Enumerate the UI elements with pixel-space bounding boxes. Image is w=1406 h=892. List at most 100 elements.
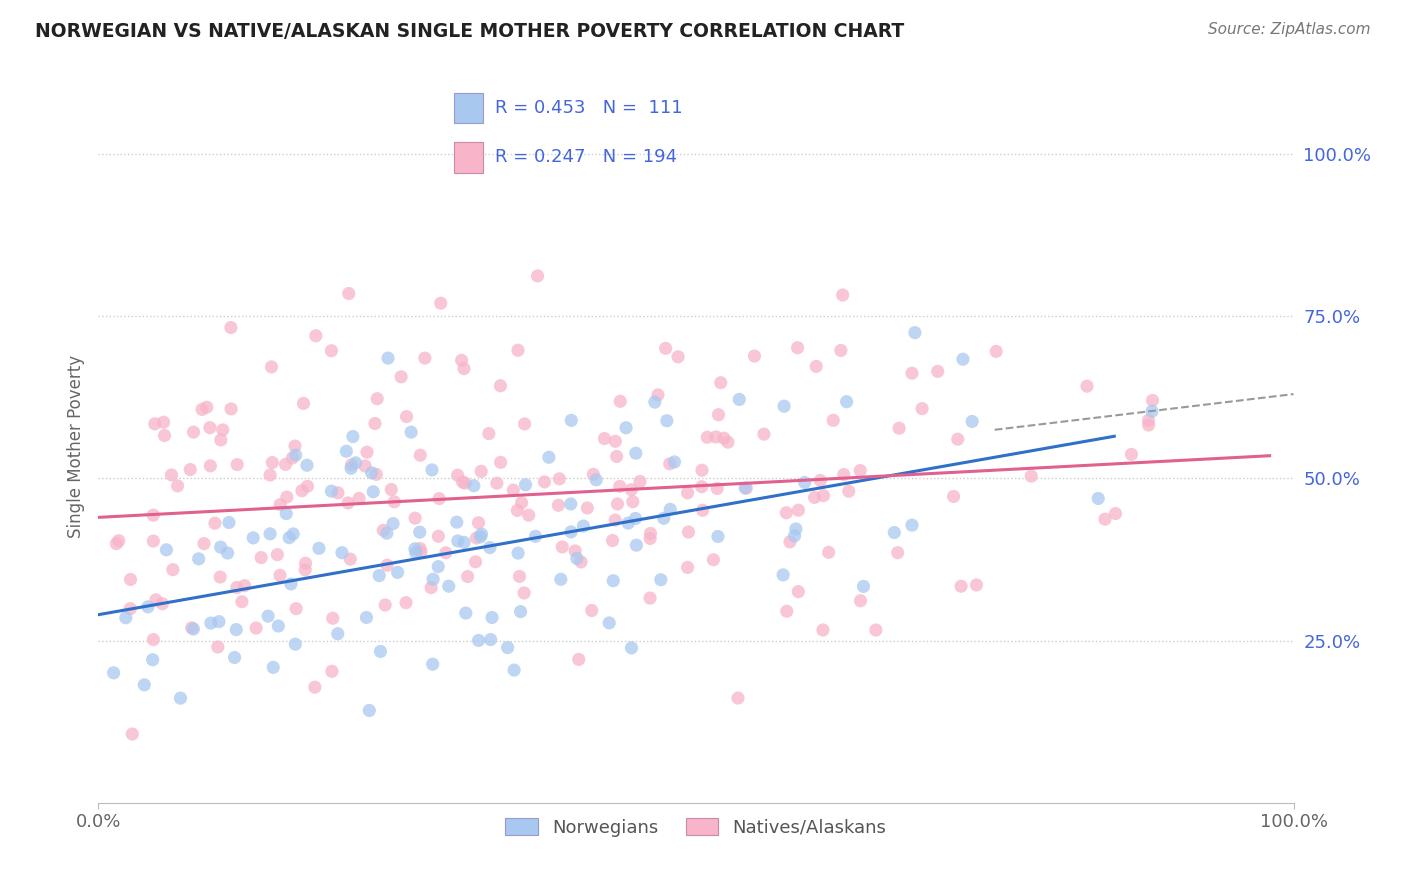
Point xyxy=(260,359,283,374)
Point xyxy=(136,599,159,614)
Point xyxy=(776,604,799,618)
Point xyxy=(269,498,291,512)
Point xyxy=(560,524,582,539)
Point xyxy=(360,466,382,480)
Point xyxy=(276,507,298,521)
Point xyxy=(195,401,218,415)
Point xyxy=(1087,491,1109,506)
Point xyxy=(803,491,825,505)
Point xyxy=(387,566,409,580)
Point xyxy=(952,352,974,367)
Point xyxy=(692,503,714,517)
Point xyxy=(283,527,305,541)
Point xyxy=(572,519,595,533)
Point xyxy=(420,581,443,595)
Text: R = 0.453   N =  111: R = 0.453 N = 111 xyxy=(495,99,682,117)
Point xyxy=(526,268,548,283)
Point xyxy=(335,444,357,458)
Point xyxy=(1137,413,1160,427)
Point xyxy=(811,623,834,637)
Point xyxy=(450,353,472,368)
Point xyxy=(160,467,183,482)
Point xyxy=(142,632,165,647)
Point xyxy=(728,392,751,407)
Point xyxy=(852,579,875,593)
Point xyxy=(295,458,318,473)
Point xyxy=(179,462,201,476)
Point xyxy=(479,632,502,647)
Point xyxy=(620,483,643,497)
Point xyxy=(262,660,284,674)
Point xyxy=(209,540,232,554)
Point xyxy=(605,434,627,449)
Point xyxy=(209,570,232,584)
Point xyxy=(193,536,215,550)
Point xyxy=(752,427,775,442)
Point xyxy=(420,463,443,477)
Point xyxy=(366,392,388,406)
Point xyxy=(294,556,316,570)
Point xyxy=(291,483,314,498)
Point xyxy=(960,414,983,428)
Point xyxy=(773,399,796,413)
Point xyxy=(463,479,485,493)
Point xyxy=(339,552,361,566)
Point xyxy=(413,351,436,366)
Point xyxy=(180,621,202,635)
Point xyxy=(405,546,427,560)
Point xyxy=(942,490,965,504)
Point xyxy=(702,553,724,567)
Point xyxy=(297,479,319,493)
Point xyxy=(513,586,536,600)
Point xyxy=(502,483,524,497)
Point xyxy=(208,615,231,629)
Point xyxy=(464,555,486,569)
Point xyxy=(259,526,281,541)
Point xyxy=(224,650,246,665)
Point xyxy=(585,473,607,487)
Point xyxy=(453,535,475,549)
Point xyxy=(409,544,432,558)
Legend: Norwegians, Natives/Alaskans: Norwegians, Natives/Alaskans xyxy=(498,811,894,844)
Point xyxy=(326,626,349,640)
Point xyxy=(1121,447,1143,461)
Point xyxy=(551,540,574,554)
Point xyxy=(204,516,226,531)
Point xyxy=(375,526,398,541)
Point xyxy=(183,622,205,636)
Point xyxy=(152,597,174,611)
Point xyxy=(678,524,700,539)
Point xyxy=(191,402,214,417)
Point xyxy=(284,448,307,462)
Point xyxy=(598,615,620,630)
FancyBboxPatch shape xyxy=(454,93,484,123)
Point xyxy=(342,429,364,443)
Point xyxy=(704,430,727,444)
Point xyxy=(285,601,308,615)
Point xyxy=(209,433,232,447)
Point xyxy=(364,417,387,431)
Point xyxy=(340,458,363,472)
Point xyxy=(242,531,264,545)
Text: R = 0.247   N = 194: R = 0.247 N = 194 xyxy=(495,148,676,166)
Point xyxy=(564,544,586,558)
Point xyxy=(1137,417,1160,432)
Point xyxy=(368,568,391,582)
Point xyxy=(454,476,477,491)
Point xyxy=(447,533,470,548)
Point xyxy=(647,388,669,402)
Point xyxy=(690,480,713,494)
Point xyxy=(478,426,501,441)
Point xyxy=(274,458,297,472)
Point xyxy=(901,518,924,533)
Point xyxy=(560,497,582,511)
Point xyxy=(245,621,267,635)
Point xyxy=(638,532,661,546)
Point xyxy=(422,657,444,672)
Point xyxy=(785,522,807,536)
Point xyxy=(347,491,370,506)
Point xyxy=(280,577,302,591)
Point xyxy=(710,376,733,390)
Point xyxy=(257,609,280,624)
Point xyxy=(927,364,949,378)
